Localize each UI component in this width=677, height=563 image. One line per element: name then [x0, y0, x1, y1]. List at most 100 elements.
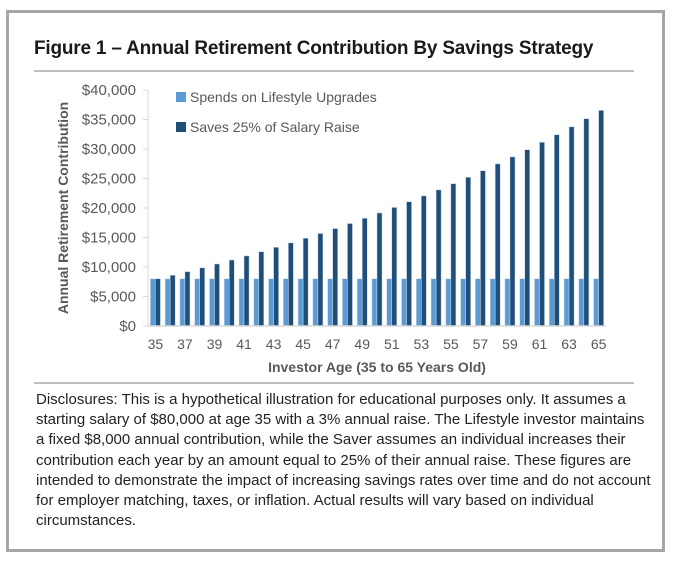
x-tick-label: 47 [325, 336, 341, 352]
y-tick-label: $0 [119, 318, 136, 335]
bar-lifestyle [593, 278, 599, 327]
x-tick-label: 43 [266, 336, 282, 352]
bar-lifestyle [268, 278, 274, 327]
bar-saver [199, 267, 205, 327]
bar-saver [169, 275, 176, 327]
bar-lifestyle [194, 278, 200, 327]
figure-title: Figure 1 – Annual Retirement Contributio… [34, 38, 594, 59]
x-tick-label: 41 [236, 336, 252, 352]
bar-lifestyle [445, 278, 452, 327]
bar-saver [243, 255, 250, 327]
bar-saver [450, 183, 457, 327]
x-tick-label: 63 [561, 336, 577, 352]
y-tick-label: $10,000 [82, 259, 136, 276]
bar-saver [332, 228, 338, 327]
bar-saver [391, 207, 398, 327]
y-tick-label: $20,000 [82, 200, 136, 217]
x-tick-label: 35 [148, 336, 164, 352]
legend-item-saver: Saves 25% of Salary Raise [176, 119, 360, 135]
x-tick-label: 53 [414, 336, 430, 352]
bar-lifestyle [179, 278, 186, 327]
bar-saver [568, 126, 575, 327]
bar-lifestyle [416, 278, 422, 327]
x-tick-label: 65 [591, 336, 607, 352]
bars-group [150, 110, 604, 327]
bar-lifestyle [519, 278, 525, 327]
bar-saver [524, 149, 531, 327]
bar-lifestyle [534, 278, 540, 327]
bar-lifestyle [238, 278, 245, 327]
bar-saver [317, 233, 324, 327]
bar-lifestyle [283, 278, 289, 327]
bar-lifestyle [475, 278, 481, 327]
bar-lifestyle [563, 278, 570, 327]
bar-saver [155, 278, 161, 327]
bar-lifestyle [164, 278, 171, 327]
bar-lifestyle [297, 278, 304, 327]
y-axis: $0 $5,000 $10,000 $15,000 $20,000 $25,000 $30,… [82, 82, 148, 335]
y-tick-label: $35,000 [82, 112, 136, 129]
disclosure-divider [34, 382, 634, 384]
y-tick-label: $40,000 [82, 82, 136, 99]
bar-saver [347, 223, 353, 327]
x-tick-label: 57 [473, 336, 489, 352]
bar-saver [229, 259, 235, 327]
y-tick-label: $15,000 [82, 230, 136, 247]
bar-lifestyle [223, 278, 230, 327]
x-tick-label: 49 [354, 336, 370, 352]
bar-lifestyle [150, 278, 156, 327]
bar-lifestyle [312, 278, 319, 327]
bar-lifestyle [209, 278, 215, 327]
bar-saver [184, 271, 191, 327]
bar-saver [361, 218, 368, 327]
bar-saver [406, 201, 412, 327]
x-tick-label: 55 [443, 336, 459, 352]
disclosure-text: Disclosures: This is a hypothetical illu… [36, 391, 651, 530]
bar-saver [598, 110, 604, 327]
y-tick-label: $5,000 [90, 289, 136, 306]
bar-saver [435, 189, 442, 327]
title-divider [34, 70, 634, 72]
y-axis-label: Annual Retirement Contribution [55, 102, 71, 314]
x-tick-label: 51 [384, 336, 400, 352]
legend: Spends on Lifestyle Upgrades Saves 25% o… [176, 89, 377, 135]
bar-lifestyle [386, 278, 393, 327]
bar-lifestyle [253, 278, 260, 327]
legend-label-lifestyle: Spends on Lifestyle Upgrades [190, 89, 377, 105]
bar-saver [509, 156, 516, 327]
bar-lifestyle [430, 278, 437, 327]
legend-swatch-lifestyle [176, 92, 186, 102]
x-tick-label: 39 [207, 336, 223, 352]
bar-lifestyle [460, 278, 466, 327]
bar-lifestyle [549, 278, 555, 327]
bar-lifestyle [401, 278, 407, 327]
bar-lifestyle [578, 278, 585, 327]
bar-lifestyle [342, 278, 348, 327]
bar-saver [214, 263, 220, 327]
legend-swatch-saver [176, 122, 186, 132]
bar-saver [376, 212, 383, 327]
bar-lifestyle [371, 278, 378, 327]
legend-label-saver: Saves 25% of Salary Raise [190, 119, 360, 135]
x-tick-label: 37 [177, 336, 193, 352]
bar-saver [258, 251, 265, 327]
bar-lifestyle [327, 278, 333, 327]
bar-saver [583, 118, 590, 327]
bar-saver [554, 134, 560, 327]
bar-saver [421, 195, 427, 327]
x-tick-label: 61 [532, 336, 548, 352]
x-axis-label: Investor Age (35 to 65 Years Old) [268, 359, 486, 375]
x-tick-label: 59 [502, 336, 518, 352]
x-axis: 35 37 39 41 43 45 47 49 51 53 55 57 59 61 63 65 [148, 336, 607, 352]
bar-lifestyle [489, 278, 496, 327]
bar-saver [494, 163, 501, 327]
legend-item-lifestyle: Spends on Lifestyle Upgrades [176, 89, 377, 105]
x-tick-label: 45 [295, 336, 311, 352]
y-tick-label: $30,000 [82, 141, 136, 158]
bar-saver [288, 242, 294, 327]
bar-chart: $0 $5,000 $10,000 $15,000 $20,000 $25,000 $30,… [55, 82, 607, 375]
bar-saver [480, 170, 486, 327]
y-tick-label: $25,000 [82, 171, 136, 188]
bar-lifestyle [356, 278, 363, 327]
bar-lifestyle [504, 278, 511, 327]
